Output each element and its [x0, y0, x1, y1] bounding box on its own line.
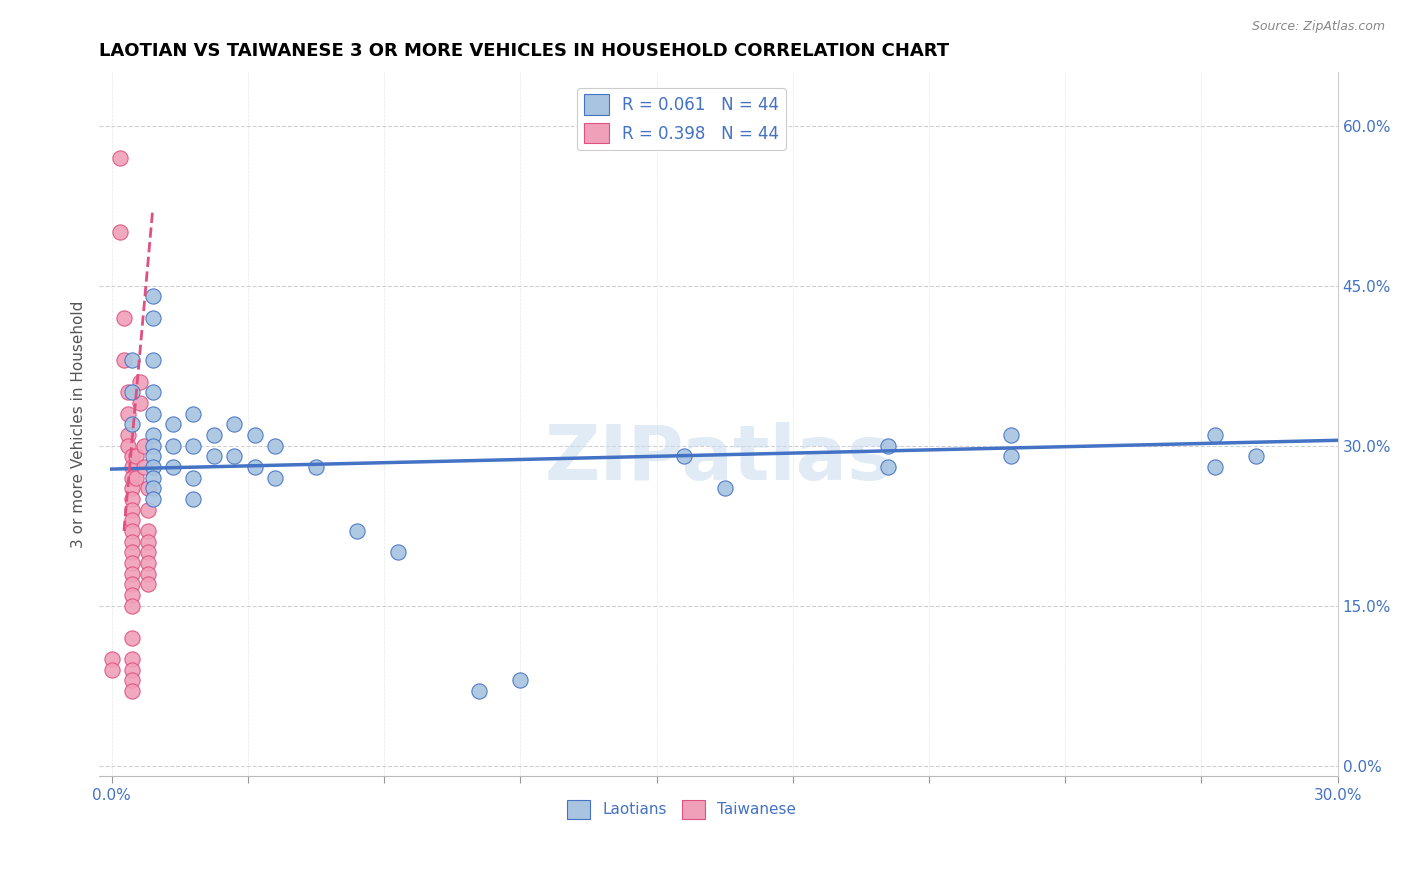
- Point: [121, 491, 143, 506]
- Point: [134, 439, 156, 453]
- Point: [387, 545, 409, 559]
- Point: [1000, 428, 1022, 442]
- Point: [243, 428, 266, 442]
- Point: [121, 502, 143, 516]
- Point: [224, 417, 246, 432]
- Text: ZIPatlas: ZIPatlas: [544, 423, 893, 497]
- Point: [264, 439, 287, 453]
- Point: [346, 524, 368, 538]
- Point: [125, 470, 148, 484]
- Legend: Laotians, Taiwanese: Laotians, Taiwanese: [561, 794, 801, 825]
- Point: [142, 459, 165, 474]
- Point: [142, 289, 165, 303]
- Point: [100, 663, 122, 677]
- Point: [117, 439, 139, 453]
- Point: [138, 481, 160, 495]
- Point: [108, 151, 131, 165]
- Point: [142, 385, 165, 400]
- Text: LAOTIAN VS TAIWANESE 3 OR MORE VEHICLES IN HOUSEHOLD CORRELATION CHART: LAOTIAN VS TAIWANESE 3 OR MORE VEHICLES …: [100, 42, 949, 60]
- Point: [162, 439, 184, 453]
- Point: [121, 459, 143, 474]
- Point: [134, 459, 156, 474]
- Point: [121, 470, 143, 484]
- Point: [1000, 450, 1022, 464]
- Point: [183, 407, 205, 421]
- Point: [468, 684, 491, 698]
- Point: [1204, 459, 1226, 474]
- Point: [1244, 450, 1267, 464]
- Point: [121, 513, 143, 527]
- Point: [202, 428, 225, 442]
- Point: [138, 545, 160, 559]
- Point: [264, 470, 287, 484]
- Point: [129, 396, 152, 410]
- Y-axis label: 3 or more Vehicles in Household: 3 or more Vehicles in Household: [72, 301, 86, 548]
- Point: [1204, 428, 1226, 442]
- Point: [121, 566, 143, 581]
- Point: [121, 673, 143, 688]
- Point: [100, 652, 122, 666]
- Point: [117, 428, 139, 442]
- Point: [138, 556, 160, 570]
- Point: [877, 459, 900, 474]
- Point: [138, 577, 160, 591]
- Point: [183, 470, 205, 484]
- Point: [108, 226, 131, 240]
- Point: [183, 491, 205, 506]
- Point: [672, 450, 695, 464]
- Point: [121, 684, 143, 698]
- Point: [202, 450, 225, 464]
- Point: [713, 481, 735, 495]
- Point: [142, 439, 165, 453]
- Point: [125, 450, 148, 464]
- Point: [142, 353, 165, 368]
- Point: [142, 428, 165, 442]
- Point: [112, 310, 135, 325]
- Point: [183, 439, 205, 453]
- Point: [142, 310, 165, 325]
- Point: [243, 459, 266, 474]
- Point: [121, 524, 143, 538]
- Point: [138, 524, 160, 538]
- Point: [138, 502, 160, 516]
- Point: [121, 481, 143, 495]
- Point: [305, 459, 328, 474]
- Point: [121, 556, 143, 570]
- Point: [142, 407, 165, 421]
- Point: [121, 631, 143, 645]
- Point: [142, 450, 165, 464]
- Point: [138, 566, 160, 581]
- Point: [117, 407, 139, 421]
- Point: [138, 534, 160, 549]
- Point: [121, 588, 143, 602]
- Point: [112, 353, 135, 368]
- Point: [121, 450, 143, 464]
- Point: [877, 439, 900, 453]
- Point: [121, 534, 143, 549]
- Point: [117, 385, 139, 400]
- Point: [121, 385, 143, 400]
- Point: [142, 481, 165, 495]
- Point: [509, 673, 531, 688]
- Text: Source: ZipAtlas.com: Source: ZipAtlas.com: [1251, 20, 1385, 33]
- Point: [162, 459, 184, 474]
- Point: [162, 417, 184, 432]
- Point: [142, 491, 165, 506]
- Point: [121, 663, 143, 677]
- Point: [121, 599, 143, 613]
- Point: [121, 577, 143, 591]
- Point: [121, 353, 143, 368]
- Point: [129, 375, 152, 389]
- Point: [121, 417, 143, 432]
- Point: [142, 470, 165, 484]
- Point: [121, 652, 143, 666]
- Point: [224, 450, 246, 464]
- Point: [121, 545, 143, 559]
